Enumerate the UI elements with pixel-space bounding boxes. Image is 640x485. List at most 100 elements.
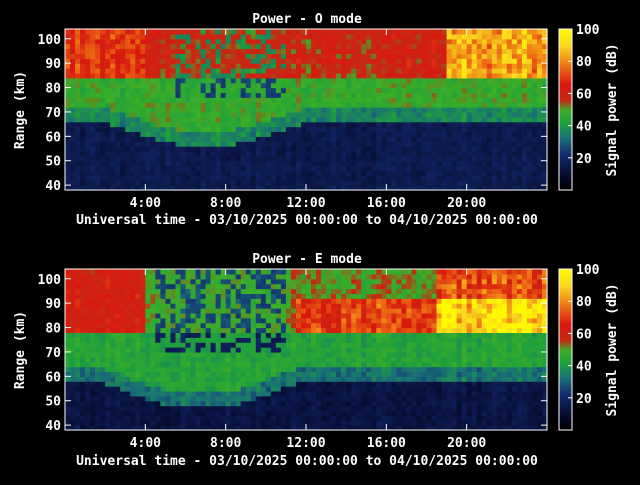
heatmap-cell (437, 127, 443, 132)
heatmap-cell (80, 131, 86, 136)
heatmap-cell (120, 180, 126, 185)
heatmap-cell (125, 352, 131, 357)
heatmap-cell (180, 337, 186, 342)
heatmap-cell (482, 88, 488, 93)
heatmap-cell (110, 303, 116, 308)
heatmap-cell (165, 127, 171, 132)
heatmap-cell (216, 136, 222, 141)
heatmap-cell (381, 53, 387, 58)
heatmap-cell (321, 58, 327, 63)
heatmap-cell (241, 274, 247, 279)
heatmap-cell (341, 102, 347, 107)
heatmap-cell (120, 166, 126, 171)
heatmap-cell (482, 83, 488, 88)
heatmap-cell (306, 401, 312, 406)
heatmap-cell (361, 136, 367, 141)
heatmap-cell (110, 269, 116, 274)
heatmap-cell (276, 34, 282, 39)
heatmap-cell (140, 415, 146, 420)
heatmap-cell (150, 371, 156, 376)
heatmap-cell (140, 357, 146, 362)
heatmap-cell (231, 112, 237, 117)
heatmap-cell (276, 357, 282, 362)
heatmap-cell (296, 112, 302, 117)
heatmap-cell (537, 102, 543, 107)
heatmap-cell (306, 337, 312, 342)
heatmap-cell (145, 279, 151, 284)
heatmap-cell (351, 156, 357, 161)
heatmap-cell (421, 63, 427, 68)
heatmap-cell (180, 34, 186, 39)
heatmap-cell (507, 180, 513, 185)
heatmap-cell (276, 141, 282, 146)
heatmap-cell (70, 68, 76, 73)
heatmap-cell (140, 156, 146, 161)
heatmap-cell (321, 107, 327, 112)
heatmap-cell (291, 420, 297, 425)
heatmap-cell (401, 156, 407, 161)
heatmap-cell (95, 107, 101, 112)
heatmap-cell (120, 161, 126, 166)
heatmap-cell (532, 53, 538, 58)
heatmap-cell (306, 406, 312, 411)
heatmap-cell (241, 332, 247, 337)
heatmap-cell (271, 381, 277, 386)
heatmap-cell (85, 308, 91, 313)
heatmap-cell (135, 131, 141, 136)
heatmap-cell (226, 131, 232, 136)
heatmap-cell (160, 313, 166, 318)
heatmap-cell (160, 180, 166, 185)
heatmap-cell (241, 122, 247, 127)
heatmap-cell (301, 279, 307, 284)
heatmap-cell (291, 289, 297, 294)
heatmap-cell (95, 401, 101, 406)
heatmap-cell (457, 146, 463, 151)
heatmap-cell (241, 112, 247, 117)
heatmap-cell (301, 313, 307, 318)
heatmap-cell (246, 415, 252, 420)
heatmap-cell (145, 293, 151, 298)
heatmap-cell (261, 337, 267, 342)
heatmap-cell (160, 357, 166, 362)
heatmap-cell (381, 88, 387, 93)
heatmap-cell (246, 371, 252, 376)
heatmap-cell (532, 117, 538, 122)
heatmap-cell (80, 112, 86, 117)
heatmap-cell (492, 39, 498, 44)
heatmap-cell (110, 78, 116, 83)
heatmap-cell (376, 92, 382, 97)
heatmap-cell (321, 313, 327, 318)
heatmap-cell (276, 175, 282, 180)
heatmap-cell (170, 352, 176, 357)
heatmap-cell (291, 332, 297, 337)
heatmap-cell (100, 269, 106, 274)
heatmap-cell (246, 357, 252, 362)
heatmap-cell (241, 396, 247, 401)
heatmap-cell (276, 303, 282, 308)
heatmap-cell (512, 78, 518, 83)
heatmap-cell (482, 117, 488, 122)
heatmap-cell (85, 367, 91, 372)
heatmap-cell (296, 367, 302, 372)
heatmap-cell (316, 156, 322, 161)
heatmap-cell (226, 107, 232, 112)
heatmap-cell (80, 97, 86, 102)
heatmap-cell (155, 303, 161, 308)
heatmap-cell (416, 141, 422, 146)
heatmap-cell (130, 166, 136, 171)
heatmap-cell (80, 274, 86, 279)
heatmap-cell (336, 102, 342, 107)
heatmap-cell (502, 73, 508, 78)
heatmap-cell (442, 92, 448, 97)
heatmap-cell (231, 367, 237, 372)
heatmap-cell (211, 347, 217, 352)
heatmap-cell (165, 68, 171, 73)
heatmap-cell (472, 180, 478, 185)
heatmap-cell (281, 73, 287, 78)
heatmap-cell (291, 131, 297, 136)
heatmap-cell (296, 161, 302, 166)
heatmap-cell (90, 420, 96, 425)
heatmap-cell (65, 352, 71, 357)
heatmap-cell (175, 308, 181, 313)
